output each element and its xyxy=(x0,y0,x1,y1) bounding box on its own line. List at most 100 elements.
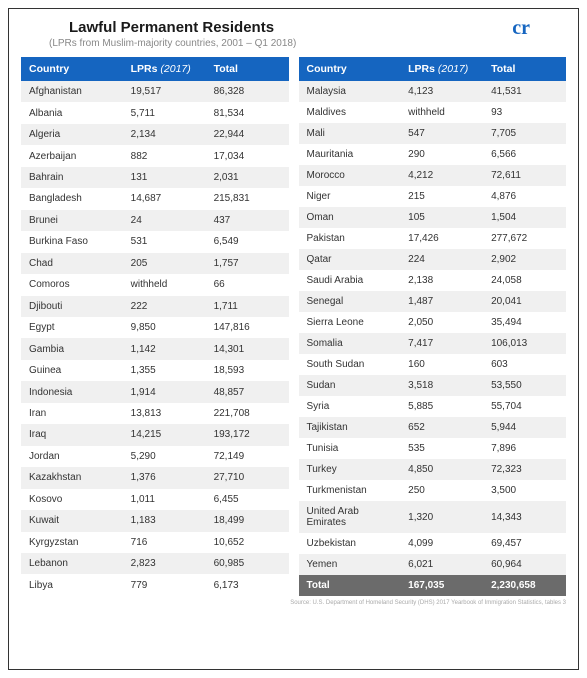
cell-total: 72,611 xyxy=(483,165,566,186)
cell-total: 22,944 xyxy=(206,124,289,145)
cell-country: Brunei xyxy=(21,210,123,231)
col-lprs: LPRs (2017) xyxy=(400,57,483,81)
table-row: Guinea1,35518,593 xyxy=(21,360,289,381)
table-row: Djibouti2221,711 xyxy=(21,296,289,317)
col-country: Country xyxy=(299,57,401,81)
cell-total: 215,831 xyxy=(206,188,289,209)
table-row: Mali5477,705 xyxy=(299,123,567,144)
table-row: Egypt9,850147,816 xyxy=(21,317,289,338)
cell-lprs: 4,850 xyxy=(400,459,483,480)
table-row: Kosovo1,0116,455 xyxy=(21,489,289,510)
cell-country: Total xyxy=(299,575,401,596)
cell-country: Iraq xyxy=(21,424,123,445)
cell-lprs: 7,417 xyxy=(400,333,483,354)
cell-country: Sudan xyxy=(299,375,401,396)
table-row: Brunei24437 xyxy=(21,210,289,231)
cell-total: 603 xyxy=(483,354,566,375)
cell-total: 60,964 xyxy=(483,554,566,575)
cell-total: 41,531 xyxy=(483,81,566,102)
cell-total: 7,896 xyxy=(483,438,566,459)
cell-lprs: 4,212 xyxy=(400,165,483,186)
table-row: Sierra Leone2,05035,494 xyxy=(299,312,567,333)
table-right: Country LPRs (2017) Total Malaysia4,1234… xyxy=(299,57,567,596)
cell-total: 147,816 xyxy=(206,317,289,338)
title: Lawful Permanent Residents xyxy=(69,19,566,36)
cell-country: Afghanistan xyxy=(21,81,123,102)
table-row: Turkey4,85072,323 xyxy=(299,459,567,480)
cell-total: 20,041 xyxy=(483,291,566,312)
table-row: Indonesia1,91448,857 xyxy=(21,381,289,402)
cell-country: Iran xyxy=(21,403,123,424)
table-row: Algeria2,13422,944 xyxy=(21,124,289,145)
cell-total: 24,058 xyxy=(483,270,566,291)
header: Lawful Permanent Residents (LPRs from Mu… xyxy=(21,19,566,49)
cell-total: 66 xyxy=(206,274,289,295)
cell-lprs: 531 xyxy=(123,231,206,252)
cell-lprs: 5,885 xyxy=(400,396,483,417)
cell-total: 2,230,658 xyxy=(483,575,566,596)
cell-lprs: withheld xyxy=(123,274,206,295)
cell-lprs: 2,050 xyxy=(400,312,483,333)
cell-total: 6,455 xyxy=(206,489,289,510)
col-country: Country xyxy=(21,57,123,81)
cell-total: 2,902 xyxy=(483,249,566,270)
cell-country: Sierra Leone xyxy=(299,312,401,333)
cell-country: Malaysia xyxy=(299,81,401,102)
cell-country: Maldives xyxy=(299,102,401,123)
cell-country: Algeria xyxy=(21,124,123,145)
cell-total: 81,534 xyxy=(206,102,289,123)
cell-total: 4,876 xyxy=(483,186,566,207)
cell-total: 86,328 xyxy=(206,81,289,102)
cell-lprs: 6,021 xyxy=(400,554,483,575)
cell-lprs: 1,914 xyxy=(123,381,206,402)
cell-country: Mali xyxy=(299,123,401,144)
table-row: Somalia7,417106,013 xyxy=(299,333,567,354)
cell-lprs: 14,687 xyxy=(123,188,206,209)
cell-total: 48,857 xyxy=(206,381,289,402)
cell-country: Qatar xyxy=(299,249,401,270)
cell-country: Comoros xyxy=(21,274,123,295)
cell-total: 55,704 xyxy=(483,396,566,417)
cell-lprs: 1,320 xyxy=(400,501,483,533)
table-row: South Sudan160603 xyxy=(299,354,567,375)
table-row: Syria5,88555,704 xyxy=(299,396,567,417)
total-row: Total167,0352,230,658 xyxy=(299,575,567,596)
header-row: Country LPRs (2017) Total xyxy=(21,57,289,81)
cell-lprs: 1,011 xyxy=(123,489,206,510)
cell-total: 72,323 xyxy=(483,459,566,480)
table-row: Tajikistan6525,944 xyxy=(299,417,567,438)
cell-lprs: 1,376 xyxy=(123,467,206,488)
table-row: Uzbekistan4,09969,457 xyxy=(299,533,567,554)
cell-total: 72,149 xyxy=(206,446,289,467)
cell-total: 2,031 xyxy=(206,167,289,188)
table-row: Maldiveswithheld93 xyxy=(299,102,567,123)
cell-lprs: 779 xyxy=(123,574,206,596)
col-lprs: LPRs (2017) xyxy=(123,57,206,81)
cell-total: 6,566 xyxy=(483,144,566,165)
table-row: Comoroswithheld66 xyxy=(21,274,289,295)
cell-lprs: 160 xyxy=(400,354,483,375)
cell-lprs: 5,711 xyxy=(123,102,206,123)
table-row: Afghanistan19,51786,328 xyxy=(21,81,289,102)
cell-country: Mauritania xyxy=(299,144,401,165)
cell-country: Albania xyxy=(21,102,123,123)
cell-country: Lebanon xyxy=(21,553,123,574)
table-row: Bangladesh14,687215,831 xyxy=(21,188,289,209)
table-row: Jordan5,29072,149 xyxy=(21,446,289,467)
subtitle: (LPRs from Muslim-majority countries, 20… xyxy=(49,38,566,49)
cell-country: Gambia xyxy=(21,338,123,359)
table-row: Bahrain1312,031 xyxy=(21,167,289,188)
table-row: Libya7796,173 xyxy=(21,574,289,596)
cell-country: Indonesia xyxy=(21,381,123,402)
cell-lprs: 535 xyxy=(400,438,483,459)
cell-total: 6,173 xyxy=(206,574,289,596)
cell-total: 1,711 xyxy=(206,296,289,317)
cell-total: 60,985 xyxy=(206,553,289,574)
cell-total: 27,710 xyxy=(206,467,289,488)
cell-country: Yemen xyxy=(299,554,401,575)
cell-lprs: 250 xyxy=(400,480,483,501)
cell-lprs: 5,290 xyxy=(123,446,206,467)
cell-total: 18,499 xyxy=(206,510,289,531)
cell-country: Niger xyxy=(299,186,401,207)
cell-lprs: 1,183 xyxy=(123,510,206,531)
